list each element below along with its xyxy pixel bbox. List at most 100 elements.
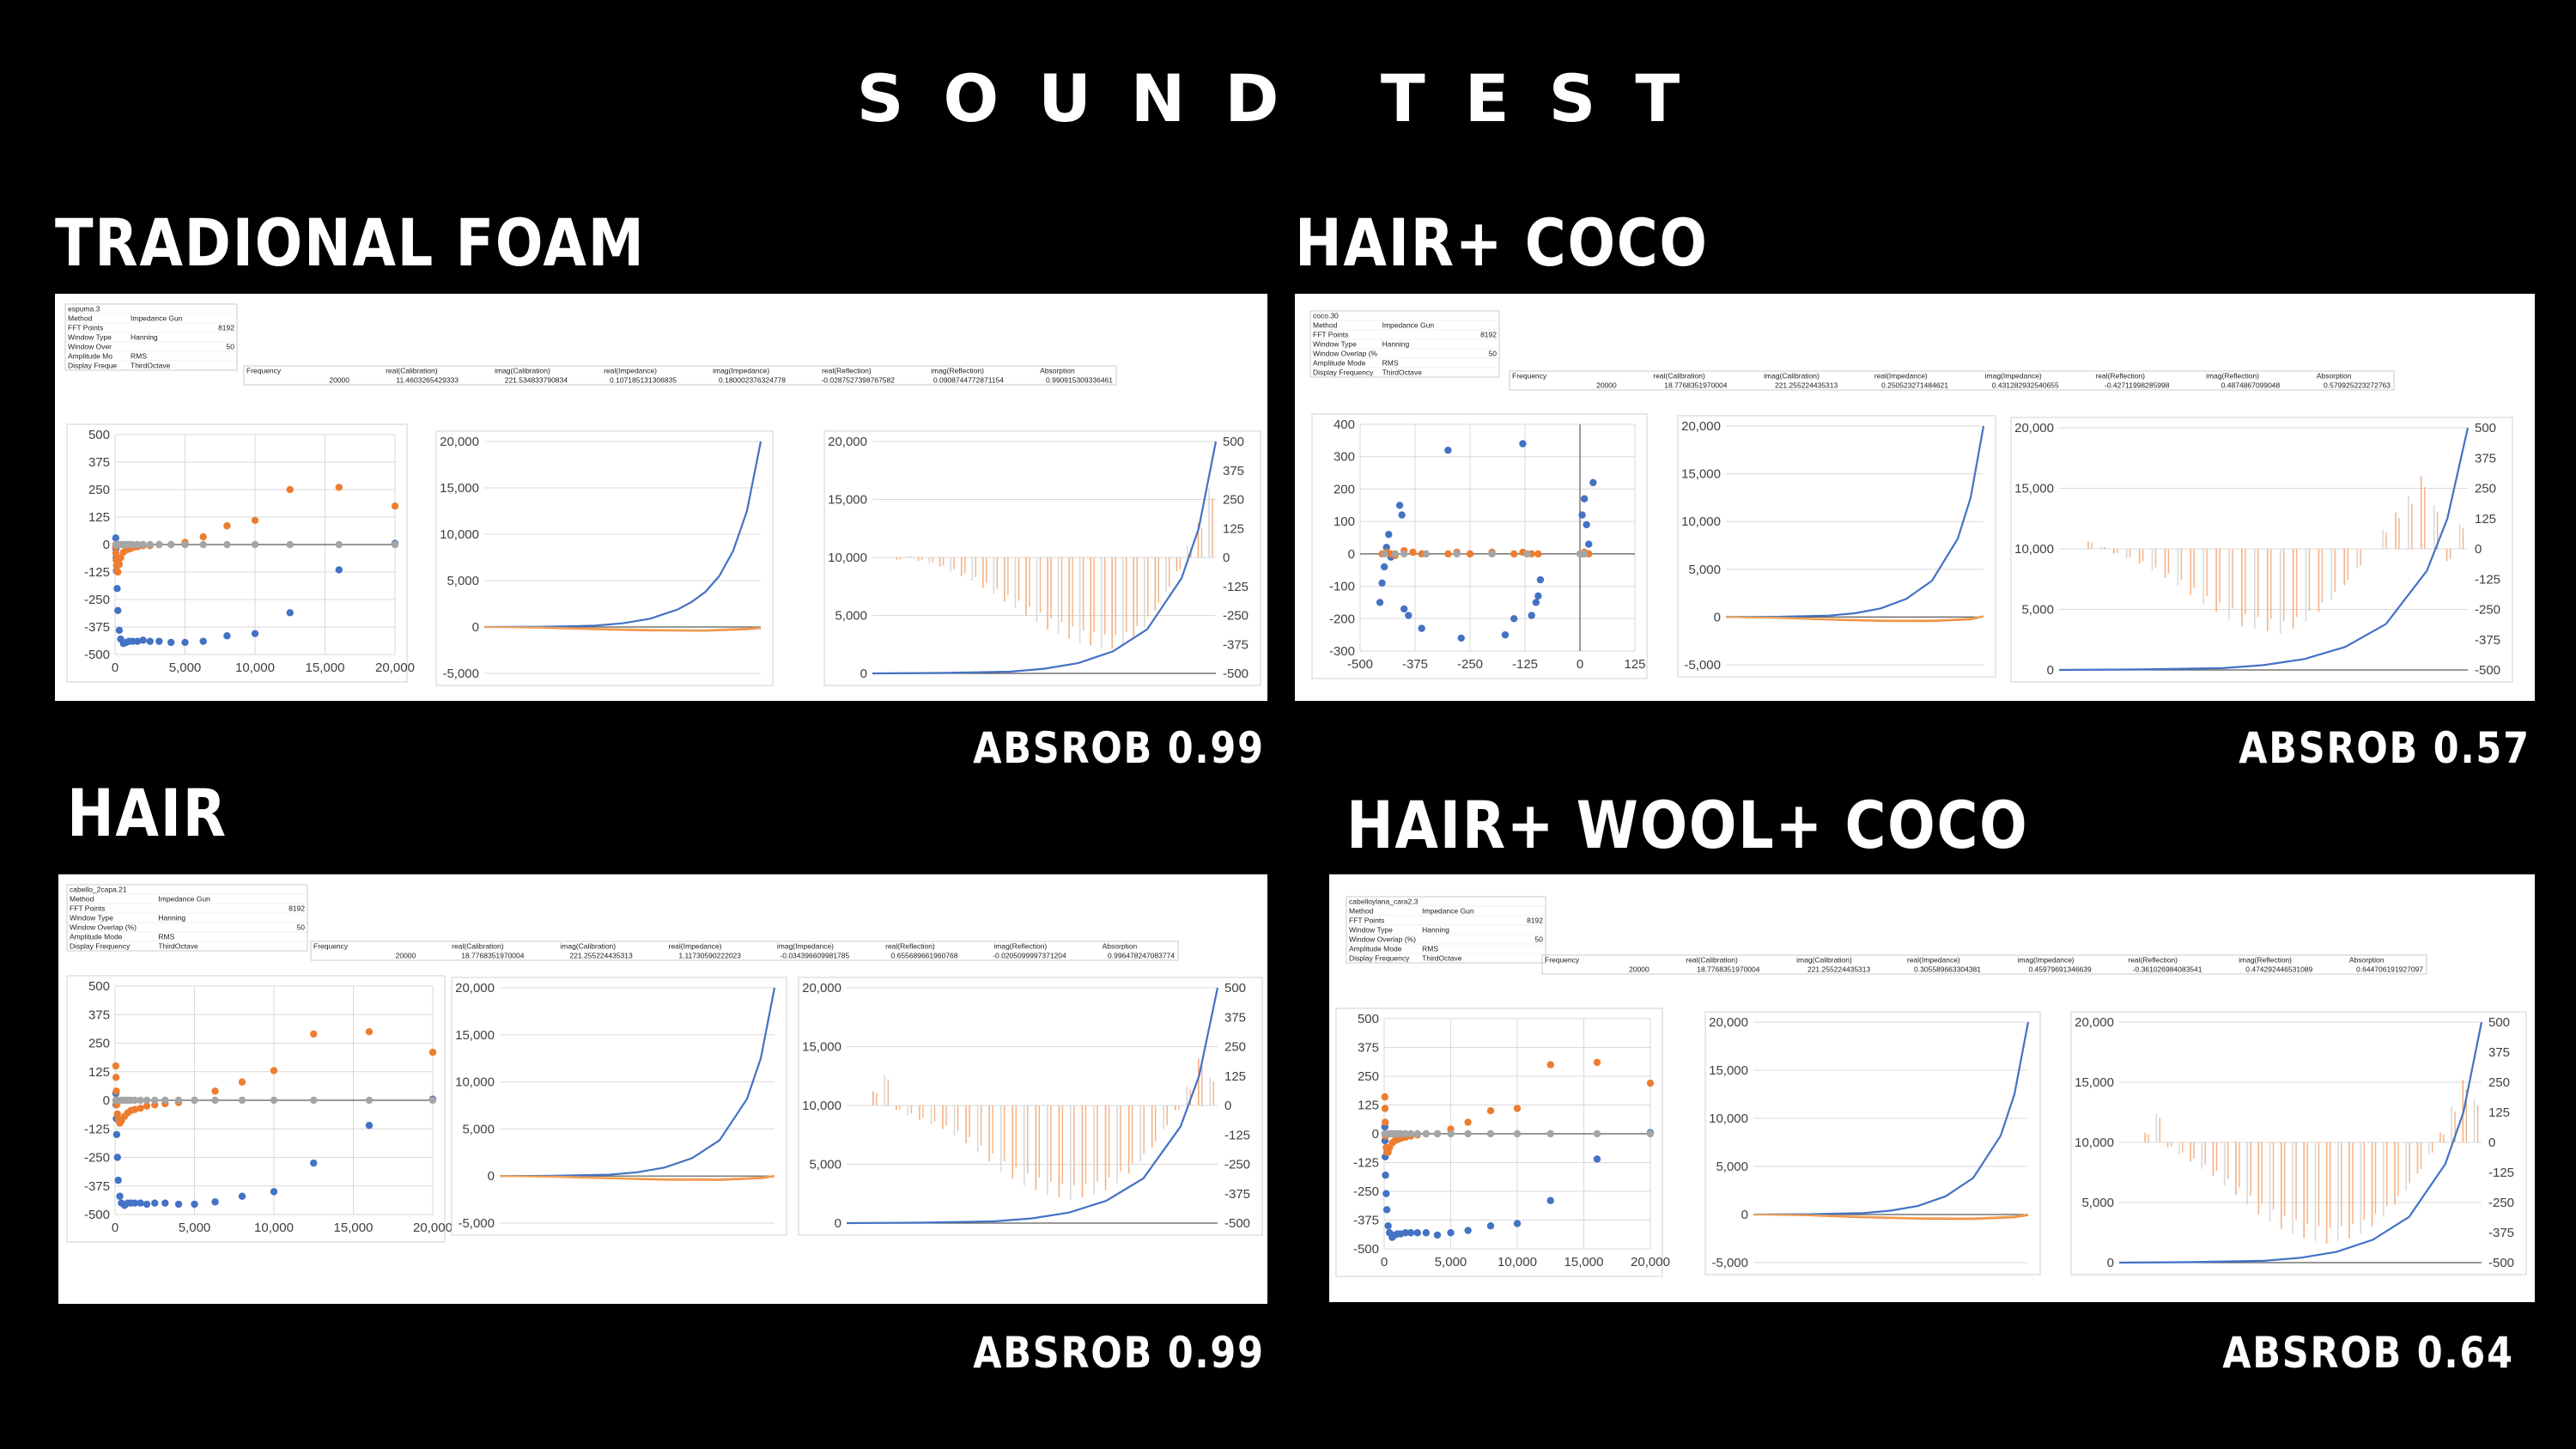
scatter-point [199,540,207,549]
absorption-label-hair-wool-coco: ABSROB 0.64 [2222,1328,2514,1378]
y-tick-label: 10,000 [1709,1111,1748,1126]
info-row-value: ThirdOctave [158,942,198,951]
info-row-key: Display Frequency [1313,368,1374,377]
scatter-point [131,1096,139,1105]
y-tick-label: 375 [88,1008,110,1022]
x-tick-label: -250 [1457,657,1483,672]
y-tick-label: 0 [488,1169,495,1184]
y-tick-label: -5,000 [1684,658,1721,673]
scatter-point [151,1199,159,1207]
scatter-point [1422,1229,1431,1237]
y-tick-label: 0 [2047,663,2054,678]
results-value: 0.0908744772871154 [933,376,1004,385]
results-header: real(Impedance) [669,942,722,951]
results-header: Absorption [2349,956,2385,965]
y-tick-label: -375 [84,1179,110,1194]
y-tick-label: 20,000 [455,981,495,995]
scatter-point [365,1028,374,1036]
y2-tick-label: 0 [2475,542,2482,557]
x-tick-label: 20,000 [413,1221,453,1235]
scatter-point [1546,1061,1554,1068]
y-tick-label: -375 [1353,1214,1379,1228]
info-row-key: Method [1313,321,1338,330]
results-value: 0.4874867099048 [2221,381,2281,390]
y2-tick-label: 500 [1223,435,1244,449]
scatter-point [1578,511,1586,519]
scatter-point [1447,1229,1455,1237]
results-table-border [1541,954,2427,975]
panel-title-foam: TRADIONAL FOAM [55,204,646,281]
y-tick-label: 375 [1358,1041,1379,1056]
line-chart: 20,000 15,000 10,000 5,000 0 -5,000 [1677,415,1996,678]
info-row-value: RMS [1422,945,1438,953]
scatter-point [428,1096,437,1105]
results-value: 0.45979691346639 [2028,965,2092,974]
scatter-point [391,502,399,510]
y2-tick-label: 125 [1223,521,1244,536]
y-tick-label: -100 [1329,580,1355,594]
scatter-point [1401,1229,1409,1237]
results-header: Frequency [313,942,349,951]
scatter-point [1422,550,1430,558]
absorption-label-hair-coco: ABSROB 0.57 [2239,723,2530,773]
scatter-point [199,533,207,541]
scatter-point [1453,550,1461,558]
results-value: -0.42711998285998 [2105,381,2170,390]
scatter-point [137,1096,144,1105]
y2-tick-label: -250 [1224,1158,1250,1172]
info-row-key: FFT Points [68,324,103,332]
y-tick-label: 500 [88,979,110,994]
y2-tick-label: -375 [2475,633,2500,648]
series-line [1725,615,1984,622]
scatter-point [155,540,163,549]
scatter-point [335,566,343,574]
results-header: real(Impedance) [1874,372,1928,381]
results-table: Frequency 20000 real(Calibration)18.776835… [1509,370,2395,391]
results-header: imag(Impedance) [713,367,769,375]
scatter-point [1513,1220,1522,1227]
scatter-point [1400,550,1408,558]
scatter-point [223,522,231,530]
scatter-point [211,1087,219,1095]
scatter-point [1523,550,1531,558]
results-header: Frequency [246,367,282,375]
y-tick-label: 0 [2107,1256,2114,1270]
y2-tick-label: -500 [1223,667,1249,681]
scatter-point [1406,1229,1415,1237]
scatter-point [1457,634,1465,642]
y-tick-label: 0 [1348,547,1355,562]
scatter-point [1413,1229,1421,1237]
scatter-point [114,1176,122,1184]
y-tick-label: -125 [1353,1156,1379,1171]
y-tick-label: 20,000 [802,981,841,995]
y2-tick-label: 125 [2475,512,2496,527]
results-header: imag(Reflection) [931,367,984,375]
scatter-point [1486,1107,1495,1115]
scatter-point [1593,1155,1601,1163]
scatter-point [1464,1227,1472,1234]
scatter-point [286,485,294,494]
x-tick-label: 5,000 [169,661,202,675]
results-table-border [1509,370,2395,391]
scatter-point [191,1096,198,1105]
y-tick-label: 300 [1334,450,1355,465]
y2-tick-label: -125 [2488,1166,2514,1180]
line-chart: 20,000 15,000 10,000 5,000 0 -5,000 [435,430,774,686]
results-header: real(Reflection) [885,942,935,951]
scatter-point [223,540,231,549]
y-tick-label: -500 [84,1208,110,1222]
scatter-point [133,540,142,549]
scatter-point [1546,1129,1554,1138]
scatter-point [113,1154,121,1161]
x-tick-label: 15,000 [1564,1255,1604,1269]
scatter-point [143,1200,151,1209]
series-line [483,626,762,631]
results-value: 0.579925223272763 [2324,381,2391,390]
info-row-value: 50 [1535,935,1544,944]
info-row-value: 8192 [289,904,305,913]
result-sheet-foam: espuma.3 Method Impedance Gun FFT Points 819… [55,294,1267,701]
y-tick-label: -250 [1353,1184,1379,1199]
y2-tick-label: 125 [2488,1105,2510,1120]
scatter-point [1391,550,1400,558]
